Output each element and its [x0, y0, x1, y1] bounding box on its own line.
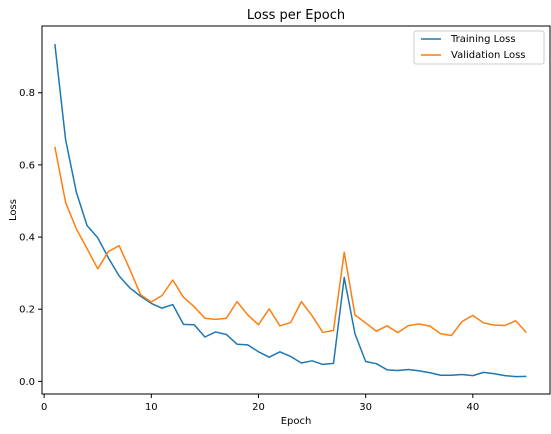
legend-label-validation-loss: Validation Loss: [451, 50, 526, 61]
y-axis: 0.0 0.2 0.4 0.6 0.8: [19, 88, 42, 388]
y-tick-label: 0.0: [19, 377, 35, 388]
legend-box: [413, 30, 545, 65]
x-tick-label: 40: [466, 402, 479, 413]
validation-loss-line: [54, 146, 527, 337]
y-tick-label: 0.8: [19, 88, 35, 99]
y-axis-label: Loss: [8, 199, 19, 221]
y-tick-label: 0.4: [19, 233, 35, 244]
x-axis: 0 10 20 30 40: [41, 394, 479, 413]
x-tick-label: 30: [359, 402, 372, 413]
x-tick-label: 10: [145, 402, 158, 413]
training-loss-line: [54, 43, 527, 378]
x-tick-label: 20: [252, 402, 265, 413]
y-tick-label: 0.2: [19, 305, 35, 316]
legend: Training Loss Validation Loss: [413, 30, 545, 65]
x-axis-label: Epoch: [281, 416, 312, 427]
plot-area-frame: [41, 25, 551, 395]
series-layer: [54, 43, 527, 378]
legend-label-training-loss: Training Loss: [450, 34, 516, 45]
x-tick-label: 0: [41, 402, 47, 413]
y-tick-label: 0.6: [19, 160, 35, 171]
chart-title: Loss per Epoch: [247, 8, 345, 23]
